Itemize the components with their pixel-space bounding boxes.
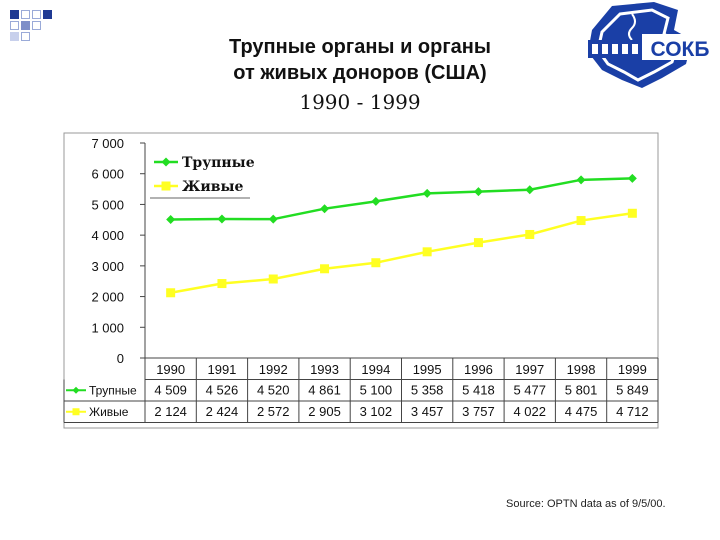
data-point: [166, 215, 176, 225]
table-cell-value: 5 849: [616, 383, 649, 398]
data-point: [627, 208, 637, 218]
table-cell-value: 5 358: [411, 383, 444, 398]
series-line-cadaveric: [170, 177, 633, 221]
legend-marker-square: [72, 408, 80, 416]
table-series-name: Трупные: [89, 384, 137, 398]
data-point: [217, 214, 227, 224]
x-category-label: 1998: [567, 362, 596, 377]
table-cell-value: 5 801: [565, 383, 598, 398]
legend-marker-diamond: [161, 157, 171, 167]
legend-label: Трупные: [182, 155, 255, 171]
table-cell-value: 4 475: [565, 404, 598, 419]
table-cell-value: 3 757: [462, 404, 495, 419]
title-years: 1990 - 1999: [299, 90, 421, 114]
data-point: [627, 173, 637, 183]
x-category-label: 1990: [156, 362, 185, 377]
data-point: [320, 204, 330, 214]
table-cell-value: 4 520: [257, 383, 290, 398]
data-point: [166, 288, 176, 298]
table-cell-value: 2 424: [206, 404, 239, 419]
table-cell-value: 3 457: [411, 404, 444, 419]
chart-border: [63, 132, 659, 429]
data-point: [217, 279, 227, 289]
table-cell-value: 3 102: [360, 404, 393, 419]
data-point: [422, 247, 432, 257]
hospital-logo: СОКБ: [588, 2, 718, 88]
legend-marker-square: [161, 181, 171, 191]
table-cell-value: 4 526: [206, 383, 239, 398]
table-cell-value: 2 572: [257, 404, 290, 419]
data-point: [576, 175, 586, 185]
table-cell-value: 4 509: [154, 383, 187, 398]
x-category-label: 1996: [464, 362, 493, 377]
table-cell-value: 5 418: [462, 383, 495, 398]
data-point: [473, 187, 483, 197]
source-note: Source: OPTN data as of 9/5/00.: [506, 498, 666, 510]
x-category-label: 1992: [259, 362, 288, 377]
y-tick-label: 0: [117, 351, 124, 366]
x-category-label: 1994: [361, 362, 390, 377]
data-point: [576, 216, 586, 226]
y-tick-label: 7 000: [91, 136, 124, 151]
x-category-label: 1995: [413, 362, 442, 377]
data-point: [371, 258, 381, 268]
corner-decoration: [0, 0, 150, 60]
table-cell-value: 4 712: [616, 404, 649, 419]
y-tick-label: 1 000: [91, 320, 124, 335]
table-cell-value: 4 022: [513, 404, 546, 419]
data-point: [473, 238, 483, 248]
table-cell-value: 2 124: [154, 404, 187, 419]
table-cell-value: 5 477: [513, 383, 546, 398]
table-cell-value: 2 905: [308, 404, 341, 419]
data-point: [422, 188, 432, 198]
x-category-label: 1997: [515, 362, 544, 377]
y-tick-label: 6 000: [91, 167, 124, 182]
legend-marker-diamond: [72, 386, 80, 394]
data-point: [371, 196, 381, 206]
table-cell-value: 5 100: [360, 383, 393, 398]
legend-label: Живые: [182, 179, 244, 195]
x-category-label: 1993: [310, 362, 339, 377]
data-point: [268, 214, 278, 224]
data-point: [320, 264, 330, 274]
title-line-1: Трупные органы и органы: [229, 36, 491, 58]
y-tick-label: 4 000: [91, 228, 124, 243]
title-line-2: от живых доноров (США): [233, 62, 487, 84]
y-tick-label: 2 000: [91, 290, 124, 305]
data-point: [525, 229, 535, 239]
data-point: [525, 185, 535, 195]
logo-text: СОКБ: [651, 38, 710, 61]
series-line-living: [170, 212, 633, 294]
y-tick-label: 5 000: [91, 197, 124, 212]
table-series-name: Живые: [89, 405, 129, 419]
logo-snake-icon: [628, 13, 636, 41]
data-point: [268, 274, 278, 284]
x-category-label: 1991: [207, 362, 236, 377]
y-tick-label: 3 000: [91, 259, 124, 274]
table-cell-value: 4 861: [308, 383, 341, 398]
x-category-label: 1999: [618, 362, 647, 377]
